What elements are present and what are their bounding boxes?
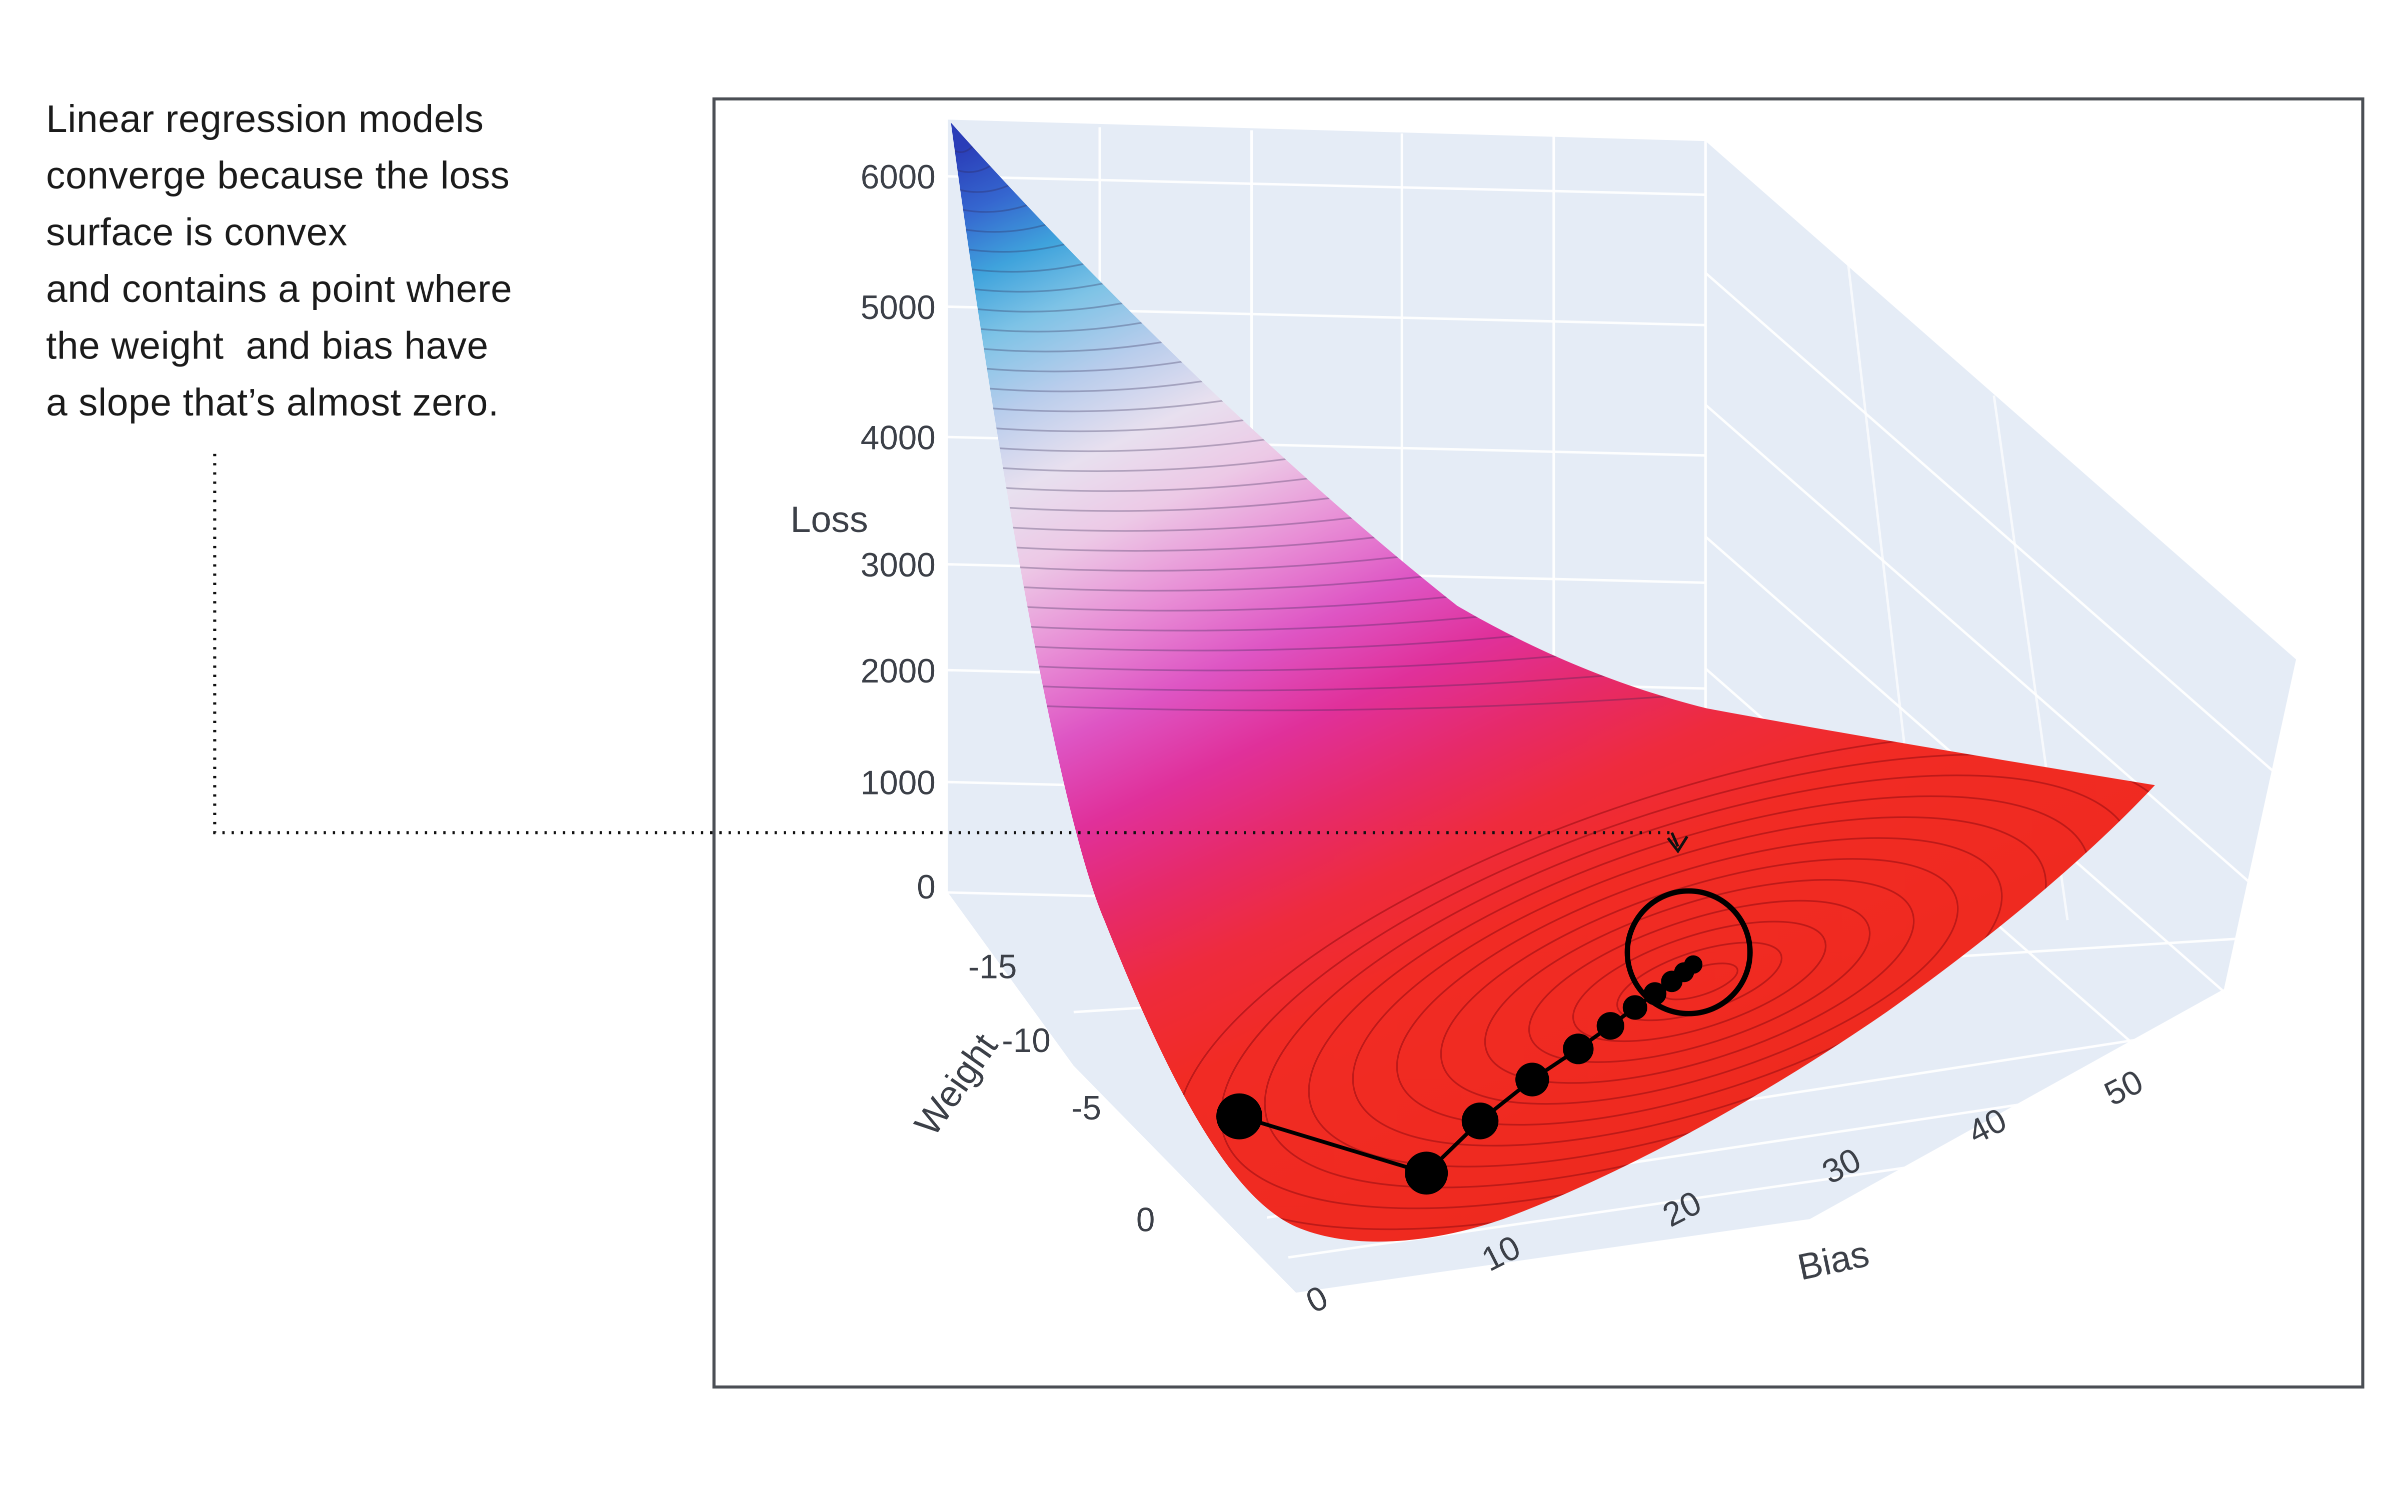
loss-tick: 0	[917, 868, 936, 906]
arrowhead-icon	[1667, 836, 1688, 854]
loss-tick: 2000	[861, 652, 936, 690]
loss-axis: 6000 5000 4000 3000 2000 1000 0 Loss	[790, 158, 935, 906]
loss-tick: 1000	[861, 764, 936, 802]
loss-surface	[951, 122, 2155, 1242]
minimum-circle	[1624, 888, 1753, 1016]
loss-tick: 6000	[861, 158, 936, 196]
gradient-descent-dots	[1216, 955, 1703, 1195]
loss-tick: 3000	[861, 546, 936, 584]
annotation-text: Linear regression models converge becaus…	[46, 98, 513, 425]
loss-tick: 5000	[861, 289, 936, 326]
loss-tick: 4000	[861, 420, 936, 457]
annotation-connector-line	[213, 454, 1672, 834]
annotation-connector-stem	[1670, 832, 1679, 848]
weight-tick: -15	[968, 948, 1017, 986]
plot-panel-border	[712, 97, 2364, 1389]
surface-mesh-lines	[951, 136, 1693, 712]
loss-axis-title: Loss	[790, 498, 868, 540]
weight-tick: 0	[1136, 1202, 1155, 1239]
weight-tick: -10	[1002, 1022, 1051, 1060]
weight-tick: -5	[1071, 1090, 1101, 1127]
